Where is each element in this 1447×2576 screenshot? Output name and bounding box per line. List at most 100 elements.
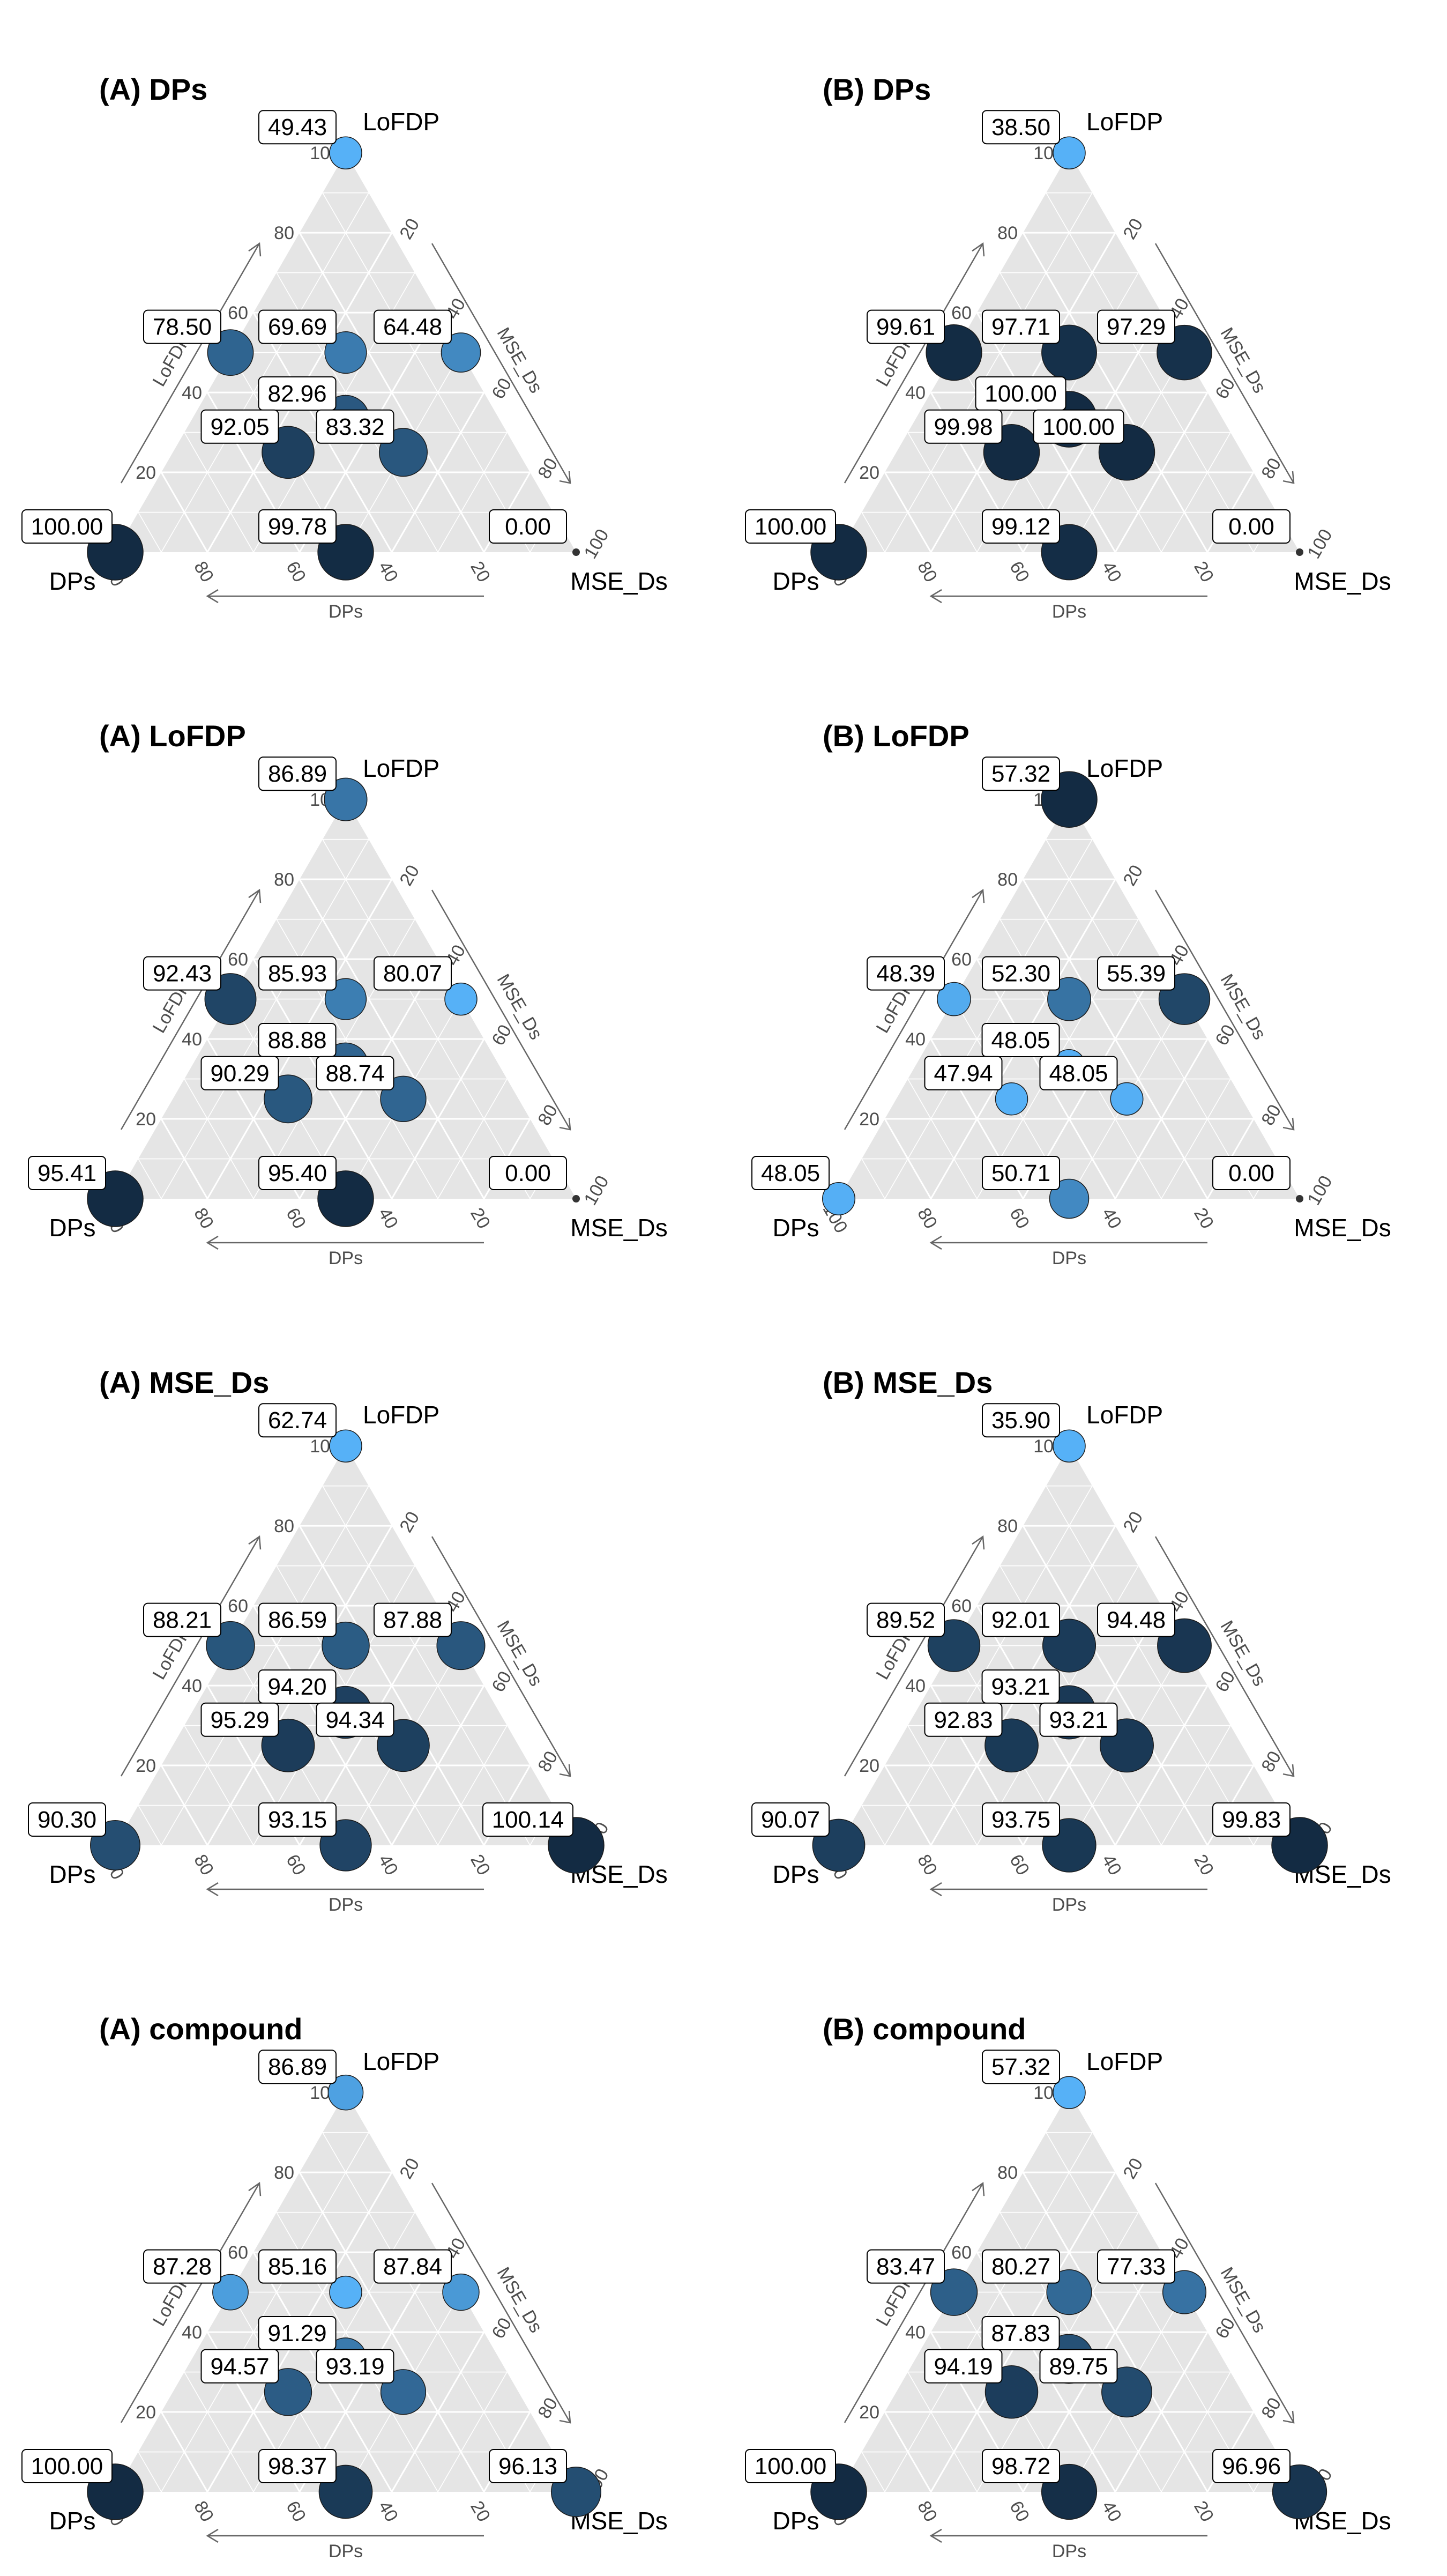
data-label: 77.33 (1107, 2254, 1166, 2280)
data-label-box (258, 509, 337, 544)
grid-line (1114, 2332, 1209, 2492)
tick-label-right: 100 (580, 526, 613, 562)
grid-line (907, 2372, 978, 2492)
tick-label-bottom: 80 (913, 2498, 941, 2526)
tick-label-bottom: 40 (1098, 2498, 1125, 2526)
tick-label-bottom: 60 (282, 558, 310, 586)
arrow-head (1282, 471, 1295, 484)
grid-line (184, 1079, 254, 1199)
grid-line (160, 1118, 208, 1199)
data-label-box (982, 2050, 1060, 2084)
data-label-box (982, 110, 1060, 145)
data-label: 85.93 (268, 961, 327, 987)
data-label: 93.21 (1049, 1707, 1108, 1733)
data-label: 93.15 (268, 1807, 327, 1833)
tick-label-left: 20 (136, 1109, 156, 1130)
ternary-panel: 202020404040606060808080100100100LoFDPMS… (21, 72, 668, 622)
data-label: 100.14 (492, 1807, 564, 1833)
grid-line (1114, 392, 1209, 553)
tick-label-right: 80 (534, 455, 562, 482)
axis-title-bottom: DPs (1052, 2541, 1086, 2562)
grid-line (1161, 432, 1231, 553)
ternary-panel: 202020404040606060808080100100100LoFDPMS… (745, 72, 1391, 622)
data-label: 94.19 (934, 2354, 993, 2380)
data-label: 49.43 (268, 114, 327, 140)
data-label: 92.05 (210, 414, 269, 440)
data-label: 0.00 (1228, 514, 1274, 540)
data-label-box (258, 1156, 337, 1190)
data-point (442, 2273, 480, 2311)
data-label-box (745, 509, 836, 544)
chart-title: (B) LoFDP (823, 719, 969, 753)
data-label-box (1212, 1156, 1291, 1190)
tick-label-left: 20 (859, 1756, 879, 1776)
tick-label-left: 40 (905, 1676, 926, 1696)
data-label: 92.01 (991, 1607, 1050, 1634)
tick-label-left: 80 (997, 2163, 1018, 2183)
data-point (1296, 548, 1303, 556)
grid-line (437, 1079, 508, 1199)
data-label: 100.00 (31, 514, 103, 540)
grid-line (391, 1038, 485, 1199)
arrow-head (559, 1764, 571, 1777)
tick-label-bottom: 80 (913, 1205, 941, 1233)
data-label-box (982, 2449, 1060, 2483)
arrow-head (248, 888, 262, 903)
data-label-box (482, 1802, 573, 1837)
axis-arrow-right (1154, 1536, 1295, 1777)
tick-label-left: 80 (274, 1516, 294, 1536)
data-label: 48.05 (761, 1160, 820, 1186)
vertex-label-top: LoFDP (363, 108, 439, 136)
tick-label-right: 60 (1211, 375, 1239, 403)
tick-label-right: 20 (396, 2155, 423, 2182)
chart-title: (B) DPs (823, 72, 931, 106)
data-label: 92.43 (153, 961, 212, 987)
tick-label-bottom: 60 (1005, 558, 1033, 586)
data-point (444, 982, 478, 1016)
grid-line (1046, 839, 1254, 1199)
axis-arrow-left (844, 1536, 984, 1777)
tick-label-bottom: 20 (1190, 2498, 1218, 2526)
grid-line (907, 1079, 978, 1199)
data-label-box (200, 1702, 279, 1737)
data-label-box (1097, 956, 1175, 991)
data-label-box (982, 309, 1060, 344)
chart-title: (A) MSE_Ds (99, 1365, 269, 1399)
grid-line (884, 472, 932, 553)
vertex-label-right: MSE_Ds (570, 1214, 667, 1242)
data-label: 96.96 (1222, 2453, 1281, 2480)
data-label: 88.21 (153, 1607, 212, 1634)
data-label: 90.07 (761, 1807, 820, 1833)
grid-line (1161, 1079, 1231, 1199)
data-label: 50.71 (991, 1160, 1050, 1186)
data-label: 64.48 (383, 314, 442, 340)
grid-line (322, 839, 531, 1199)
tick-label-left: 60 (228, 303, 248, 323)
tick-label-left: 80 (274, 223, 294, 243)
grid-line (884, 2132, 1093, 2492)
tick-label-bottom: 40 (1098, 558, 1125, 586)
data-label-box (982, 756, 1060, 791)
arrow-head (559, 1117, 571, 1131)
grid-line (138, 2452, 162, 2492)
tick-label-left: 20 (136, 1756, 156, 1776)
grid-line (884, 1118, 932, 1199)
arrow-head (248, 1535, 262, 1550)
data-label: 92.83 (934, 1707, 993, 1733)
vertex-label-left: DPs (773, 2507, 819, 2535)
data-point (1110, 1082, 1144, 1116)
data-label-box (374, 1602, 452, 1637)
data-label-box (867, 1602, 945, 1637)
tick-label-right: 20 (1119, 1508, 1147, 1536)
data-label: 93.19 (325, 2354, 384, 2380)
data-label-box (143, 1602, 221, 1637)
data-label: 98.72 (991, 2453, 1050, 2480)
data-label-box (745, 2449, 836, 2483)
tick-label-left: 60 (228, 2243, 248, 2263)
grid-line (138, 512, 162, 553)
vertex-label-top: LoFDP (363, 754, 439, 782)
tick-label-left: 20 (859, 463, 879, 483)
tick-label-bottom: 40 (374, 2498, 402, 2526)
tick-label-bottom: 60 (1005, 2498, 1033, 2526)
tick-label-right: 60 (488, 2314, 516, 2342)
